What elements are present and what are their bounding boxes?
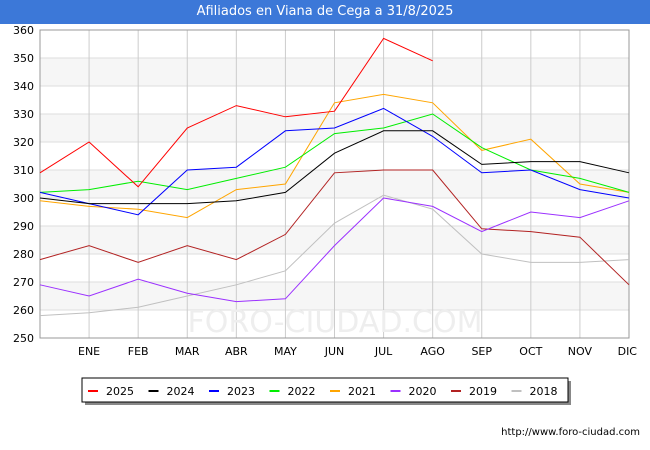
y-tick-label: 360 bbox=[13, 24, 34, 37]
legend-label: 2024 bbox=[167, 385, 195, 398]
series-line-2023 bbox=[39, 107, 630, 216]
series-line-2018 bbox=[39, 194, 630, 317]
series-line-2025 bbox=[39, 37, 433, 188]
legend-label: 2018 bbox=[530, 385, 558, 398]
y-tick-label: 340 bbox=[13, 80, 34, 93]
legend-label: 2021 bbox=[348, 385, 376, 398]
legend bbox=[81, 377, 569, 403]
x-tick-label: JUL bbox=[374, 345, 393, 358]
x-tick-label: DIC bbox=[618, 345, 638, 358]
source-url[interactable]: http://www.foro-ciudad.com bbox=[501, 427, 640, 438]
y-tick-label: 270 bbox=[13, 276, 34, 289]
chart-title: Afiliados en Viana de Cega a 31/8/2025 bbox=[0, 0, 650, 24]
y-tick-label: 280 bbox=[13, 248, 34, 261]
legend-label: 2023 bbox=[227, 385, 255, 398]
x-tick-label: ABR bbox=[225, 345, 248, 358]
x-tick-label: JUN bbox=[324, 345, 345, 358]
series-line-2019 bbox=[39, 169, 630, 286]
series-line-2021 bbox=[39, 93, 630, 219]
x-tick-label: MAR bbox=[175, 345, 200, 358]
y-tick-label: 320 bbox=[13, 136, 34, 149]
legend-label: 2022 bbox=[288, 385, 316, 398]
y-tick-label: 330 bbox=[13, 108, 34, 121]
y-tick-label: 350 bbox=[13, 52, 34, 65]
y-tick-label: 300 bbox=[13, 192, 34, 205]
series-line-2024 bbox=[39, 130, 630, 205]
y-tick-label: 250 bbox=[13, 332, 34, 345]
x-tick-label: SEP bbox=[471, 345, 492, 358]
y-tick-label: 310 bbox=[13, 164, 34, 177]
x-tick-label: AGO bbox=[420, 345, 445, 358]
plot-frame bbox=[39, 29, 630, 339]
legend-label: 2019 bbox=[469, 385, 497, 398]
legend-label: 2025 bbox=[106, 385, 134, 398]
series-line-2020 bbox=[39, 197, 630, 303]
y-tick-label: 260 bbox=[13, 304, 34, 317]
x-tick-label: MAY bbox=[274, 345, 297, 358]
legend-label: 2020 bbox=[409, 385, 437, 398]
x-tick-label: NOV bbox=[568, 345, 593, 358]
x-tick-label: OCT bbox=[519, 345, 542, 358]
watermark: FORO-CIUDAD.COM bbox=[188, 305, 483, 340]
x-tick-label: FEB bbox=[128, 345, 149, 358]
y-tick-label: 290 bbox=[13, 220, 34, 233]
x-tick-label: ENE bbox=[78, 345, 100, 358]
